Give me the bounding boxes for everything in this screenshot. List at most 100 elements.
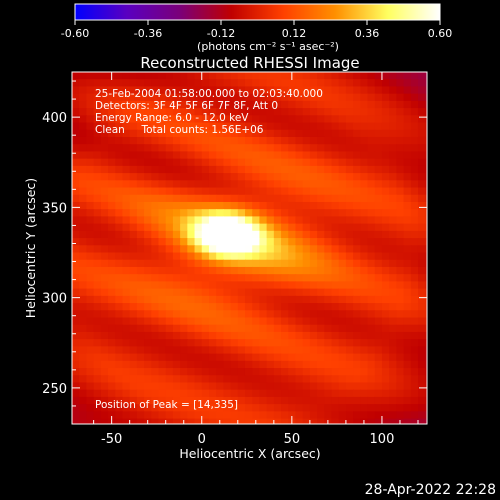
heatmap-cell xyxy=(187,245,196,254)
heatmap-cell xyxy=(129,331,138,340)
heatmap-cell xyxy=(374,79,383,88)
heatmap-cell xyxy=(410,266,419,275)
heatmap-cell xyxy=(410,209,419,218)
heatmap-cell xyxy=(252,411,261,420)
heatmap-cell xyxy=(151,187,160,196)
heatmap-cell xyxy=(151,129,160,138)
heatmap-cell xyxy=(331,324,340,333)
heatmap-cell xyxy=(86,331,95,340)
heatmap-cell xyxy=(331,281,340,290)
heatmap-cell xyxy=(273,317,282,326)
heatmap-cell xyxy=(338,382,347,391)
heatmap-cell xyxy=(252,100,261,109)
heatmap-cell xyxy=(252,129,261,138)
heatmap-cell xyxy=(345,79,354,88)
heatmap-cell xyxy=(244,382,253,391)
heatmap-cell xyxy=(396,288,405,297)
heatmap-cell xyxy=(360,360,369,369)
heatmap-cell xyxy=(266,93,275,102)
heatmap-cell xyxy=(93,259,102,268)
heatmap-cell xyxy=(223,144,232,153)
heatmap-cell xyxy=(129,165,138,174)
heatmap-cell xyxy=(165,100,174,109)
heatmap-cell xyxy=(144,281,152,290)
heatmap-cell xyxy=(187,259,196,268)
heatmap-cell xyxy=(151,396,160,405)
heatmap-cell xyxy=(115,317,124,326)
heatmap-cell xyxy=(216,115,224,124)
heatmap-cell xyxy=(194,187,203,196)
heatmap-cell xyxy=(187,230,196,239)
heatmap-cell xyxy=(216,339,224,347)
heatmap-cell xyxy=(353,353,361,362)
heatmap-cell xyxy=(331,187,340,196)
heatmap-cell xyxy=(223,360,232,369)
heatmap-cell xyxy=(302,72,311,80)
heatmap-cell xyxy=(266,245,275,254)
heatmap-cell xyxy=(417,144,426,153)
heatmap-cell xyxy=(295,230,304,239)
heatmap-cell xyxy=(230,288,239,297)
heatmap-cell xyxy=(79,173,88,181)
heatmap-cell xyxy=(367,382,376,391)
heatmap-cell xyxy=(151,375,160,384)
heatmap-cell xyxy=(331,310,340,319)
heatmap-cell xyxy=(115,79,124,88)
heatmap-cell xyxy=(324,404,333,412)
heatmap-cell xyxy=(338,404,347,412)
heatmap-cell xyxy=(374,295,383,304)
heatmap-cell xyxy=(374,368,383,376)
heatmap-cell xyxy=(244,404,253,412)
heatmap-cell xyxy=(136,194,145,203)
heatmap-cell xyxy=(108,252,116,261)
heatmap-cell xyxy=(158,339,167,347)
heatmap-cell xyxy=(158,180,167,189)
heatmap-cell xyxy=(100,368,109,376)
heatmap-cell xyxy=(165,368,174,376)
heatmap-cell xyxy=(288,223,297,232)
heatmap-cell xyxy=(295,79,304,88)
heatmap-cell xyxy=(259,288,268,297)
heatmap-cell xyxy=(367,122,376,131)
heatmap-cell xyxy=(172,245,181,254)
heatmap-cell xyxy=(201,353,210,362)
heatmap-cell xyxy=(129,100,138,109)
heatmap-cell xyxy=(324,317,333,326)
heatmap-cell xyxy=(194,216,203,225)
heatmap-cell xyxy=(122,238,131,246)
heatmap-cell xyxy=(165,79,174,88)
heatmap-cell xyxy=(216,93,224,102)
heatmap-cell xyxy=(201,281,210,290)
heatmap-cell xyxy=(151,303,160,311)
heatmap-cell xyxy=(353,180,361,189)
heatmap-cell xyxy=(115,173,124,181)
heatmap-cell xyxy=(79,375,88,384)
heatmap-cell xyxy=(425,324,427,333)
heatmap-cell xyxy=(144,303,152,311)
heatmap-cell xyxy=(381,180,390,189)
heatmap-cell xyxy=(165,194,174,203)
heatmap-cell xyxy=(353,158,361,167)
heatmap-cell xyxy=(194,310,203,319)
heatmap-cell xyxy=(194,303,203,311)
heatmap-cell xyxy=(136,209,145,218)
heatmap-cell xyxy=(324,173,333,181)
heatmap-cell xyxy=(345,324,354,333)
heatmap-cell xyxy=(410,245,419,254)
heatmap-cell xyxy=(158,317,167,326)
heatmap-cell xyxy=(72,295,80,304)
heatmap-cell xyxy=(216,295,224,304)
heatmap-cell xyxy=(367,303,376,311)
heatmap-cell xyxy=(331,100,340,109)
heatmap-cell xyxy=(237,72,246,80)
heatmap-cell xyxy=(151,230,160,239)
heatmap-cell xyxy=(367,194,376,203)
heatmap-cell xyxy=(115,375,124,384)
heatmap-cell xyxy=(367,288,376,297)
heatmap-cell xyxy=(244,411,253,420)
heatmap-cell xyxy=(180,180,188,189)
heatmap-cell xyxy=(187,389,196,398)
heatmap-cell xyxy=(165,317,174,326)
heatmap-cell xyxy=(396,324,405,333)
heatmap-cell xyxy=(172,129,181,138)
